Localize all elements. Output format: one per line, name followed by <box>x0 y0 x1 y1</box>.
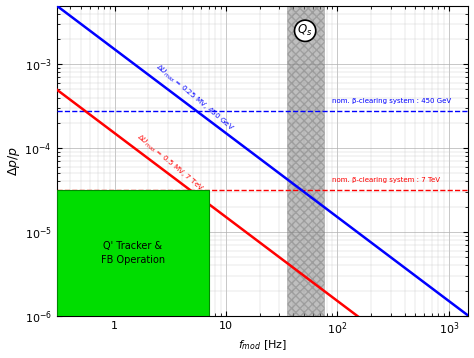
Text: $Q_s$: $Q_s$ <box>298 23 313 38</box>
Bar <box>56 189 209 316</box>
Text: nom. β-clearing system : 7 TeV: nom. β-clearing system : 7 TeV <box>332 177 440 183</box>
Bar <box>287 6 324 316</box>
Text: $\Delta U_{max}$ = 0.5 MV, 7 TeV: $\Delta U_{max}$ = 0.5 MV, 7 TeV <box>134 133 206 195</box>
Text: Q' Tracker &
FB Operation: Q' Tracker & FB Operation <box>100 241 165 265</box>
Text: nom. β-clearing system : 450 GeV: nom. β-clearing system : 450 GeV <box>332 98 452 104</box>
X-axis label: $f_{mod}$ [Hz]: $f_{mod}$ [Hz] <box>238 339 287 352</box>
Y-axis label: $\Delta p/p$: $\Delta p/p$ <box>6 146 21 176</box>
Text: $\Delta U_{max}$ = 0.25 MV, 450 GeV: $\Delta U_{max}$ = 0.25 MV, 450 GeV <box>153 62 236 133</box>
